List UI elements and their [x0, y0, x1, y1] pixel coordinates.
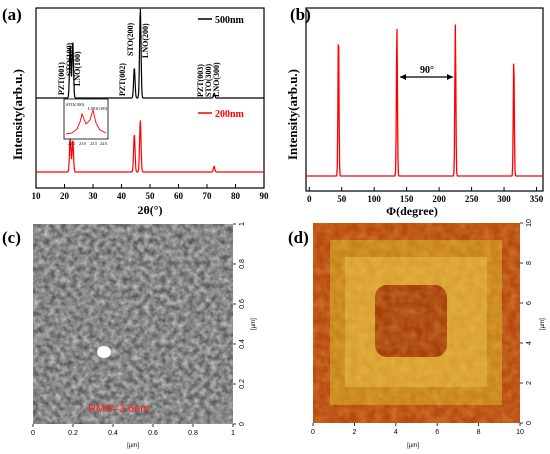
x-tick-label: 10 — [32, 191, 42, 201]
y-tick-label: 0.8 — [239, 259, 246, 269]
peak-label-pzt002: PZT(002) — [118, 63, 127, 96]
inset-label-lno100: LNO(100) — [88, 106, 107, 111]
x-tick-label: 50 — [146, 191, 156, 201]
panel-d: (d) 0 2 4 6 8 10 0 2 4 6 8 10 [µm] [µm] — [288, 219, 546, 449]
peak-label-lno300: LNO(300) — [212, 62, 221, 97]
panel-b-ylabel: Intensity(arb.u.) — [285, 69, 300, 160]
x-tick-label: 40 — [117, 191, 127, 201]
panel-a-ylabel: Intensity(arb.u.) — [10, 69, 25, 160]
panel-a-letter: (a) — [2, 5, 22, 24]
peak-label-lno200: LNO(200) — [141, 23, 150, 58]
x-tick-label: 0.6 — [148, 430, 158, 437]
x-tick-label: 20 — [60, 191, 70, 201]
panel-d-y-ticks: 0 2 4 6 8 10 — [520, 219, 533, 425]
peak-label-sto200: STO(200) — [126, 22, 135, 56]
panel-d-x-ticks: 0 2 4 6 8 10 — [311, 423, 524, 436]
afm-bright-particle — [97, 346, 111, 358]
panel-a-x-ticks: 10 20 30 40 50 60 70 80 90 — [32, 184, 270, 201]
peak-label-sto100: STO(100) — [65, 42, 74, 76]
x-tick-label: 0.4 — [108, 430, 118, 437]
x-tick-label: 30 — [89, 191, 99, 201]
x-tick-label: 80 — [231, 191, 241, 201]
x-tick-label: 350 — [530, 194, 544, 204]
x-tick-label: 60 — [174, 191, 184, 201]
x-tick-label: 50 — [337, 194, 347, 204]
x-tick-label: 2 — [352, 429, 356, 436]
x-tick-label: 100 — [367, 194, 381, 204]
legend-label-500nm: 500nm — [215, 15, 245, 26]
x-tick-label: 90 — [260, 191, 270, 201]
peak-label-pzt003: PZT(003) — [196, 64, 205, 97]
panel-d-y-unit: [µm] — [540, 318, 546, 330]
y-tick-label: 0.4 — [239, 339, 246, 349]
x-tick-label: 0 — [307, 194, 312, 204]
y-tick-label: 10 — [526, 219, 533, 227]
x-tick-label: 70 — [203, 191, 213, 201]
x-tick-label: 0 — [311, 429, 315, 436]
y-tick-label: 0 — [526, 421, 533, 425]
panel-b: (b) Intensity(arb.u.) Φ(degree) 0 50 100 15… — [285, 5, 544, 218]
panel-b-frame — [305, 7, 544, 192]
y-tick-label: 1 — [239, 222, 246, 226]
afm-grain-c — [33, 224, 233, 424]
peak-label-pzt001: PZT(001) — [57, 62, 66, 95]
y-tick-label: 0 — [239, 422, 246, 426]
x-tick-label: 0.2 — [68, 430, 78, 437]
inset-label-sto100: STO(100) — [66, 102, 85, 107]
y-tick-label: 0.6 — [239, 299, 246, 309]
series-line — [306, 24, 543, 177]
inset-tick: 24.0 — [100, 141, 107, 146]
panel-c-x-ticks: 0 0.2 0.4 0.6 0.8 1 — [31, 424, 235, 437]
x-tick-label: 0.8 — [188, 430, 198, 437]
panel-b-x-ticks: 0 50 100 150 200 250 300 350 — [307, 187, 544, 204]
series-line — [36, 8, 264, 99]
x-tick-label: 200 — [432, 194, 446, 204]
panel-a-series — [36, 8, 264, 173]
legend-label-200nm: 200nm — [215, 109, 245, 120]
peak-label-lno100: LNO(100) — [73, 51, 82, 86]
afm-grain-d — [313, 223, 520, 423]
panel-d-x-unit: [µm] — [407, 443, 419, 449]
x-tick-label: 6 — [435, 429, 439, 436]
y-tick-label: 0.2 — [239, 379, 246, 389]
inset-tick: 22.5 — [68, 141, 75, 146]
x-tick-label: 4 — [394, 429, 398, 436]
panel-c-y-ticks: 0 0.2 0.4 0.6 0.8 1 — [233, 222, 246, 426]
panel-a-xlabel: 2θ(°) — [137, 203, 162, 217]
panel-a: (a) Intensity(arb.u.) 2θ(°) 10 20 30 40 50 60… — [2, 5, 269, 217]
panel-c-letter: (c) — [2, 228, 21, 247]
panel-c: (c) RMS=3.6nm 00.20.40.60.81 0 0.2 0.4 0.6 0… — [2, 222, 257, 449]
x-tick-label: 0 — [31, 430, 35, 437]
rms-label: RMS=3.6nm — [88, 403, 149, 415]
panel-b-xlabel: Φ(degree) — [386, 204, 438, 218]
x-tick-label: 10 — [516, 429, 524, 436]
panel-b-series — [306, 24, 543, 177]
peak-label-sto300: STO(300) — [204, 63, 213, 97]
x-tick-label: 250 — [465, 194, 479, 204]
panel-c-x-unit: [µm] — [127, 443, 139, 449]
y-tick-label: 8 — [526, 261, 533, 265]
x-tick-label: 8 — [477, 429, 481, 436]
x-tick-label: 300 — [497, 194, 511, 204]
annotation-arrowheads — [400, 74, 453, 80]
y-tick-label: 4 — [526, 341, 533, 345]
y-tick-label: 2 — [526, 381, 533, 385]
x-tick-label: 150 — [400, 194, 414, 204]
series-line — [36, 120, 264, 173]
y-tick-label: 6 — [526, 301, 533, 305]
inset-tick: 23.5 — [90, 141, 97, 146]
panel-c-y-unit: [µm] — [251, 318, 257, 330]
inset-tick: 23.0 — [79, 141, 86, 146]
panel-d-letter: (d) — [288, 228, 309, 247]
panel-a-inset: STO(100) LNO(100) 22.5 23.0 23.5 24.0 — [63, 98, 109, 146]
annotation-90-degrees: 90° — [420, 65, 434, 76]
x-tick-label: 1 — [231, 430, 235, 437]
